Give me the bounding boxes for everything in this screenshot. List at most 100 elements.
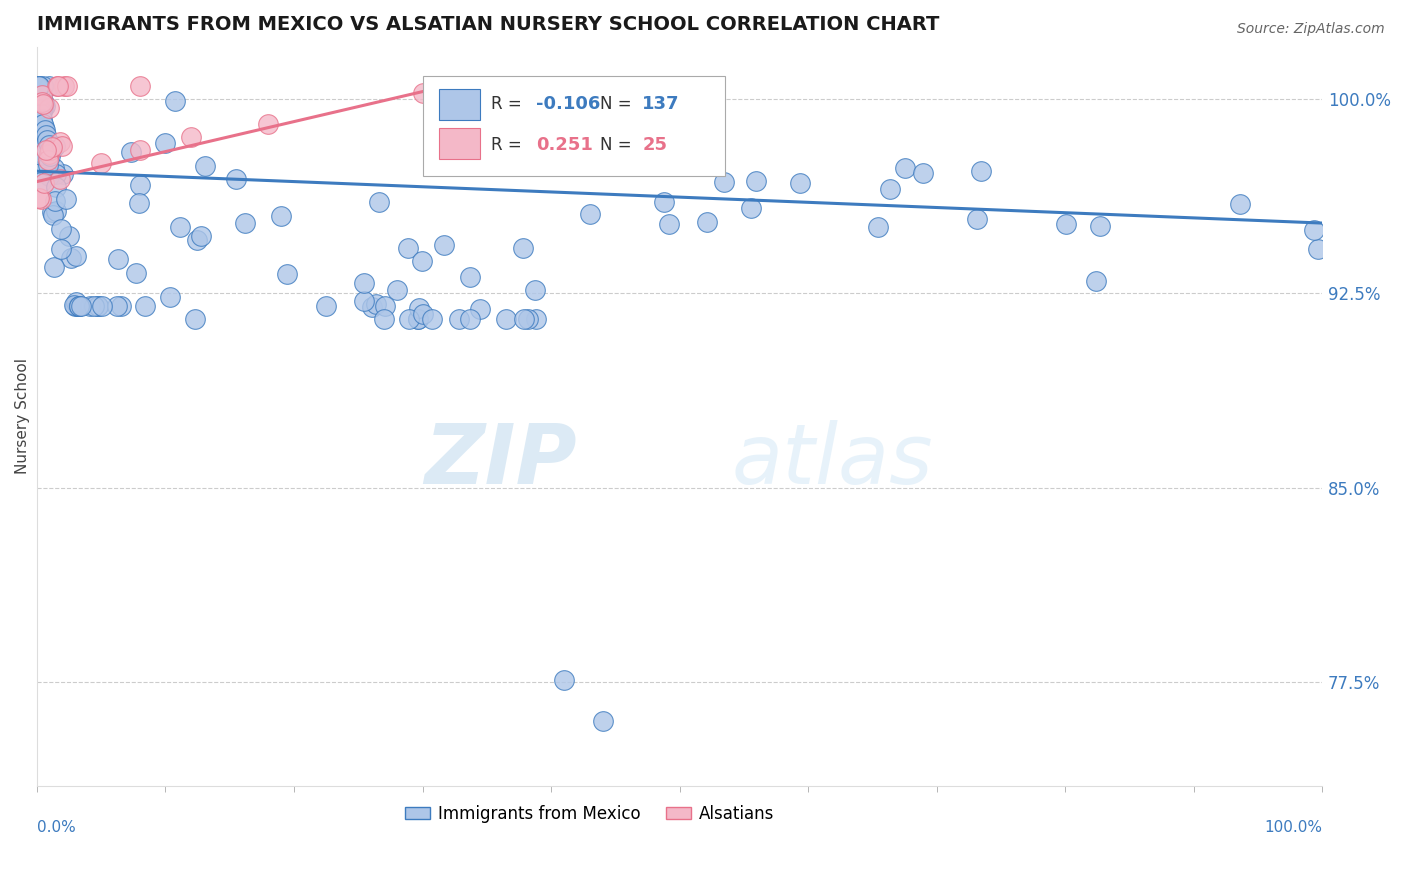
Point (83, 299, 105, 313)
Point (34, 99, 56, 113)
Point (412, 87, 434, 101)
Point (433, 238, 456, 252)
Point (745, 174, 768, 188)
Point (27, 80, 49, 95)
Point (44, 179, 66, 194)
Point (468, 301, 491, 316)
Point (31, 104, 53, 119)
Point (46, 78, 69, 93)
Point (90, 299, 112, 313)
Point (65, 249, 87, 263)
Text: N =: N = (600, 136, 631, 154)
Point (894, 161, 917, 176)
Point (32, 96, 55, 111)
Point (411, 254, 433, 268)
Point (55, 192, 77, 206)
Point (28, 114, 51, 128)
Point (233, 215, 256, 229)
Point (41, 139, 63, 153)
Point (31, 78, 53, 93)
Text: 25: 25 (643, 136, 668, 154)
Point (1088, 219, 1111, 233)
Point (190, 228, 212, 243)
Point (368, 195, 391, 210)
Point (32, 101, 55, 115)
Point (789, 176, 811, 190)
Legend: Immigrants from Mexico, Alsatians: Immigrants from Mexico, Alsatians (398, 798, 782, 830)
Point (658, 217, 681, 231)
Point (353, 276, 375, 290)
Point (31, 87, 53, 102)
Point (1054, 218, 1077, 232)
Point (412, 307, 434, 321)
Point (315, 299, 337, 313)
Text: R =: R = (491, 95, 522, 113)
Point (27, 128, 49, 143)
Point (45, 78, 67, 93)
Point (32, 120, 55, 135)
Y-axis label: Nursery School: Nursery School (15, 359, 30, 475)
Point (31, 112, 53, 127)
Point (31, 95, 53, 109)
Point (165, 94, 187, 108)
Point (1229, 196, 1251, 211)
Point (45, 204, 67, 219)
Point (128, 144, 150, 158)
Text: atlas: atlas (731, 420, 932, 501)
Point (449, 312, 471, 326)
Point (55, 78, 77, 93)
Point (30, 175, 52, 189)
Point (90, 156, 112, 170)
Point (512, 241, 534, 255)
Point (966, 212, 988, 227)
Point (27, 96, 49, 111)
Point (360, 300, 382, 314)
Point (32, 176, 55, 190)
Point (1084, 274, 1107, 288)
Point (39, 148, 62, 162)
Point (184, 312, 207, 326)
Point (37, 153, 59, 168)
Point (553, 673, 575, 687)
Point (1302, 223, 1324, 237)
Point (406, 312, 429, 326)
Point (48, 135, 70, 149)
FancyBboxPatch shape (439, 128, 481, 159)
Point (28, 78, 51, 93)
Point (516, 312, 538, 326)
Point (458, 269, 481, 284)
Point (35, 143, 58, 157)
Text: IMMIGRANTS FROM MEXICO VS ALSATIAN NURSERY SCHOOL CORRELATION CHART: IMMIGRANTS FROM MEXICO VS ALSATIAN NURSE… (37, 15, 939, 34)
Point (38, 138, 60, 153)
Point (63, 297, 86, 311)
Point (194, 159, 217, 173)
Point (257, 118, 280, 132)
Point (52, 167, 75, 181)
Point (31, 99, 53, 113)
Point (523, 283, 546, 297)
Point (37, 133, 59, 147)
Point (396, 241, 419, 255)
Point (70, 299, 93, 313)
Point (713, 176, 735, 190)
Point (87, 299, 110, 313)
Point (270, 209, 292, 223)
Point (28, 78, 51, 93)
Point (912, 166, 935, 180)
Point (67, 299, 90, 313)
Point (87, 299, 110, 313)
Point (28, 191, 51, 205)
Point (128, 78, 150, 93)
Point (32, 118, 55, 132)
Point (159, 290, 181, 304)
Point (32, 97, 55, 112)
Point (44, 260, 66, 274)
Point (58, 229, 80, 244)
Point (107, 252, 129, 266)
Point (364, 297, 387, 311)
Point (53, 78, 76, 93)
Point (740, 201, 762, 215)
Point (105, 299, 128, 313)
Point (579, 207, 602, 221)
Point (38, 169, 60, 183)
